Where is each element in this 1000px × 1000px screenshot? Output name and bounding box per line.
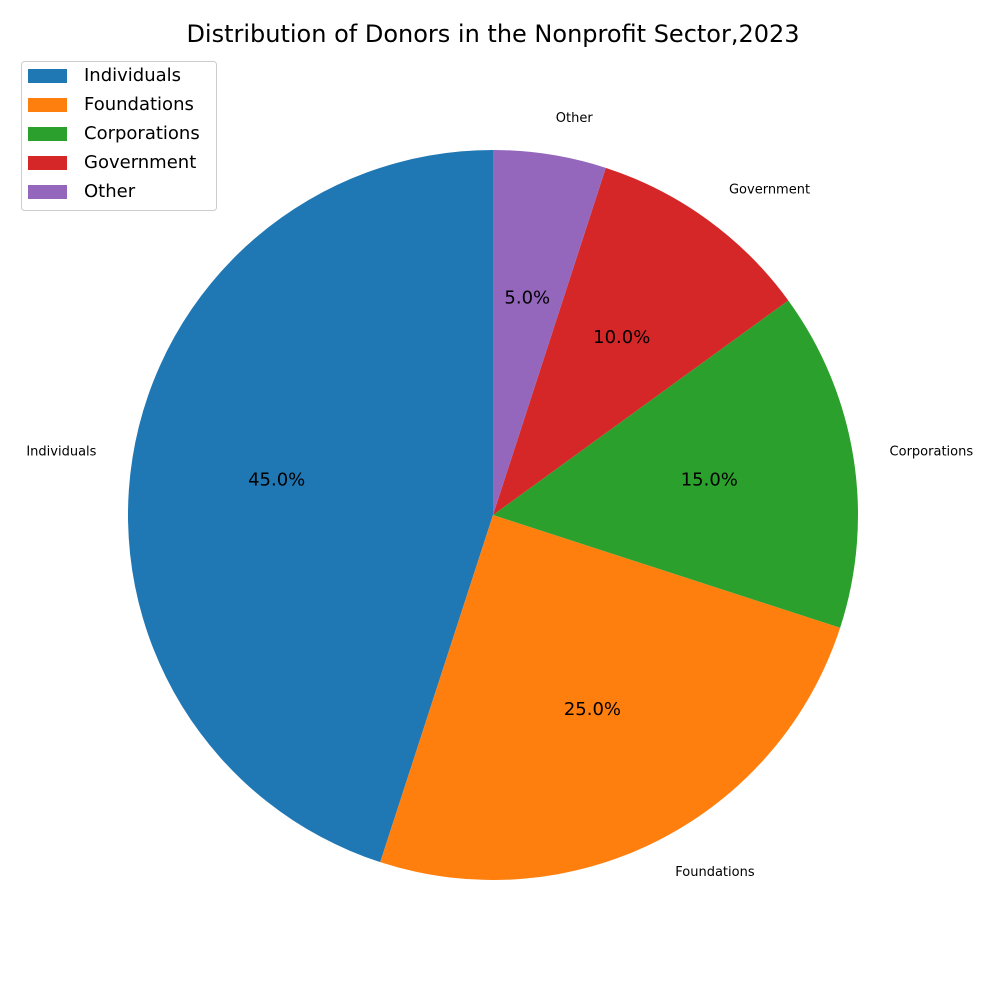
percent-label-other: 5.0% bbox=[504, 288, 550, 309]
slice-label-corporations: Corporations bbox=[890, 445, 974, 460]
slice-labels: Individuals Foundations Corporations Govern… bbox=[26, 111, 973, 880]
pie-slice-foundations bbox=[380, 515, 841, 881]
legend-swatch-other bbox=[28, 185, 67, 199]
percent-labels: 45.0% 25.0% 15.0% 10.0% 5.0% bbox=[248, 288, 738, 720]
legend-label-corporations: Corporations bbox=[84, 123, 200, 144]
slice-label-foundations: Foundations bbox=[675, 865, 755, 880]
legend-label-foundations: Foundations bbox=[84, 94, 194, 115]
legend-swatch-individuals bbox=[28, 69, 67, 83]
slice-label-individuals: Individuals bbox=[26, 445, 96, 460]
legend-label-other: Other bbox=[84, 181, 136, 202]
percent-label-corporations: 15.0% bbox=[681, 470, 738, 491]
legend: Individuals Foundations Corporations Govern… bbox=[21, 61, 217, 211]
chart-title: Distribution of Donors in the Nonprofit … bbox=[186, 20, 799, 48]
pie-slice-individuals bbox=[127, 150, 493, 863]
percent-label-individuals: 45.0% bbox=[248, 470, 305, 491]
legend-label-individuals: Individuals bbox=[84, 65, 181, 86]
legend-label-government: Government bbox=[84, 152, 196, 173]
legend-swatch-foundations bbox=[28, 98, 67, 112]
pie-slice-government bbox=[493, 167, 789, 515]
legend-swatch-government bbox=[28, 156, 67, 170]
legend-swatch-corporations bbox=[28, 127, 67, 141]
legend-frame bbox=[21, 61, 217, 211]
percent-label-government: 10.0% bbox=[593, 327, 650, 348]
pie-slice-corporations bbox=[493, 300, 859, 628]
slice-label-government: Government bbox=[729, 183, 810, 198]
percent-label-foundations: 25.0% bbox=[564, 699, 621, 720]
pie-slice-other bbox=[493, 150, 606, 515]
slice-label-other: Other bbox=[556, 111, 594, 126]
pie-slices bbox=[127, 150, 859, 881]
